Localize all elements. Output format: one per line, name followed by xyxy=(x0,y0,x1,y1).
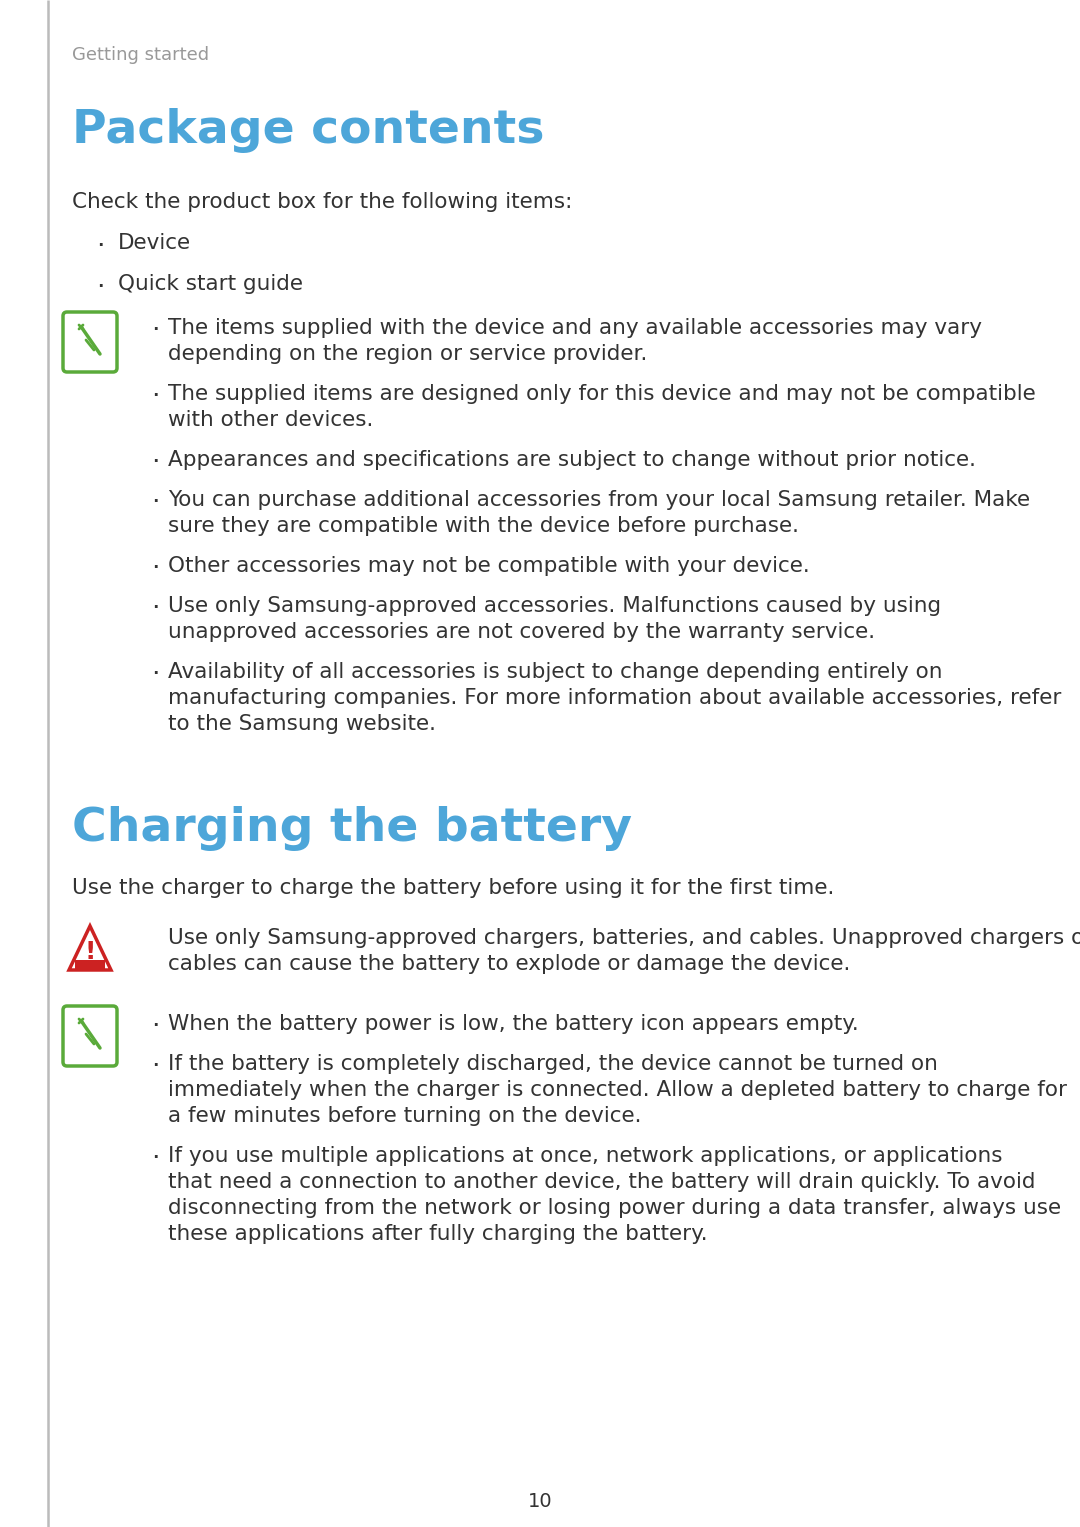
Text: immediately when the charger is connected. Allow a depleted battery to charge fo: immediately when the charger is connecte… xyxy=(168,1080,1067,1099)
Text: Check the product box for the following items:: Check the product box for the following … xyxy=(72,192,572,212)
Text: sure they are compatible with the device before purchase.: sure they are compatible with the device… xyxy=(168,516,799,536)
Text: with other devices.: with other devices. xyxy=(168,411,374,431)
Text: ·: · xyxy=(151,556,159,582)
Text: Getting started: Getting started xyxy=(72,46,210,64)
FancyBboxPatch shape xyxy=(63,312,117,373)
Text: When the battery power is low, the battery icon appears empty.: When the battery power is low, the batte… xyxy=(168,1014,859,1034)
Text: depending on the region or service provider.: depending on the region or service provi… xyxy=(168,344,647,363)
Text: The supplied items are designed only for this device and may not be compatible: The supplied items are designed only for… xyxy=(168,383,1036,405)
Text: Use only Samsung-approved chargers, batteries, and cables. Unapproved chargers o: Use only Samsung-approved chargers, batt… xyxy=(168,928,1080,948)
Text: ·: · xyxy=(151,450,159,476)
Text: ·: · xyxy=(151,1014,159,1040)
Text: ·: · xyxy=(151,1054,159,1080)
Text: If the battery is completely discharged, the device cannot be turned on: If the battery is completely discharged,… xyxy=(168,1054,937,1073)
Text: Availability of all accessories is subject to change depending entirely on: Availability of all accessories is subje… xyxy=(168,663,943,683)
FancyBboxPatch shape xyxy=(63,1006,117,1066)
Text: ·: · xyxy=(96,275,105,301)
Text: Device: Device xyxy=(118,234,191,253)
Text: a few minutes before turning on the device.: a few minutes before turning on the devi… xyxy=(168,1106,642,1125)
Text: !: ! xyxy=(84,941,96,964)
Text: Use only Samsung-approved accessories. Malfunctions caused by using: Use only Samsung-approved accessories. M… xyxy=(168,596,941,615)
Text: Quick start guide: Quick start guide xyxy=(118,273,303,295)
Text: ·: · xyxy=(151,596,159,621)
Text: Appearances and specifications are subject to change without prior notice.: Appearances and specifications are subje… xyxy=(168,450,976,470)
Polygon shape xyxy=(69,925,111,970)
Text: Other accessories may not be compatible with your device.: Other accessories may not be compatible … xyxy=(168,556,810,576)
Text: The items supplied with the device and any available accessories may vary: The items supplied with the device and a… xyxy=(168,318,982,337)
Text: Use the charger to charge the battery before using it for the first time.: Use the charger to charge the battery be… xyxy=(72,878,835,898)
Text: 10: 10 xyxy=(528,1492,552,1512)
Text: unapproved accessories are not covered by the warranty service.: unapproved accessories are not covered b… xyxy=(168,621,875,641)
Text: these applications after fully charging the battery.: these applications after fully charging … xyxy=(168,1225,707,1245)
Text: ·: · xyxy=(151,383,159,411)
Text: manufacturing companies. For more information about available accessories, refer: manufacturing companies. For more inform… xyxy=(168,689,1062,709)
Text: ·: · xyxy=(151,663,159,689)
Text: ·: · xyxy=(151,490,159,516)
Text: cables can cause the battery to explode or damage the device.: cables can cause the battery to explode … xyxy=(168,954,850,974)
Text: ·: · xyxy=(151,1145,159,1173)
Text: You can purchase additional accessories from your local Samsung retailer. Make: You can purchase additional accessories … xyxy=(168,490,1030,510)
Text: If you use multiple applications at once, network applications, or applications: If you use multiple applications at once… xyxy=(168,1145,1002,1167)
Polygon shape xyxy=(75,960,105,970)
Text: that need a connection to another device, the battery will drain quickly. To avo: that need a connection to another device… xyxy=(168,1173,1036,1193)
Text: to the Samsung website.: to the Samsung website. xyxy=(168,715,436,734)
Text: disconnecting from the network or losing power during a data transfer, always us: disconnecting from the network or losing… xyxy=(168,1199,1062,1219)
Text: ·: · xyxy=(96,234,105,260)
Text: Charging the battery: Charging the battery xyxy=(72,806,632,851)
Text: ·: · xyxy=(151,318,159,344)
Text: Package contents: Package contents xyxy=(72,108,544,153)
